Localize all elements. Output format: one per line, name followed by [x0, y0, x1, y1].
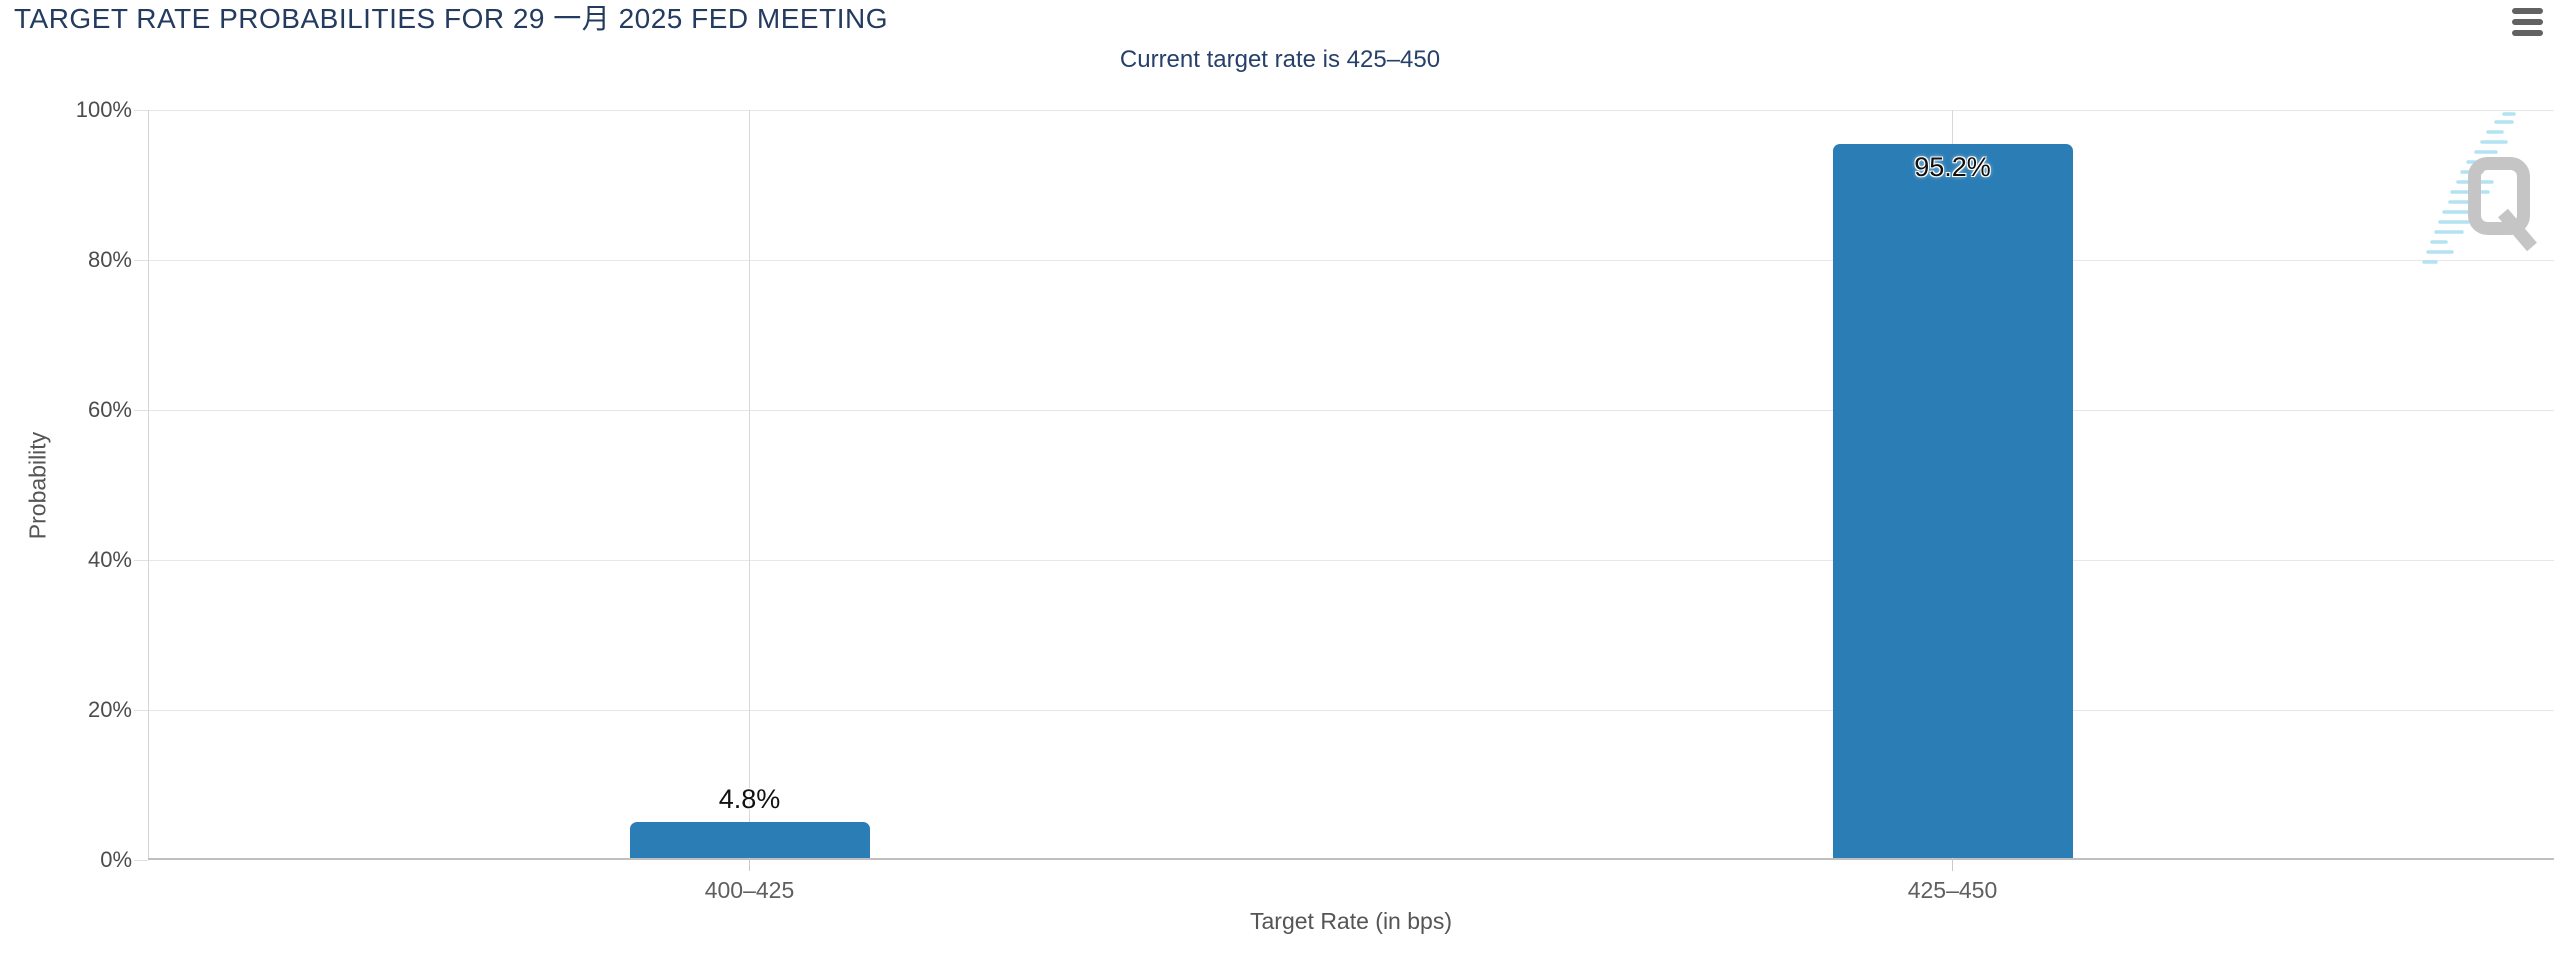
y-axis-tick: [134, 259, 148, 261]
watermark-q-letter: [2468, 157, 2537, 252]
x-axis-tick: [749, 860, 750, 871]
bar-value-label: 95.2%: [1914, 152, 1991, 182]
chart-title: TARGET RATE PROBABILITIES FOR 29 一月 2025…: [14, 3, 888, 34]
hamburger-bar: [2512, 30, 2543, 36]
y-gridline: [148, 709, 2554, 711]
x-axis-line: [148, 858, 2554, 860]
x-axis-tick: [1952, 860, 1953, 871]
y-axis-tick-label: 20%: [87, 697, 132, 722]
x-axis-title: Target Rate (in bps): [1250, 908, 1452, 934]
chart-subtitle: Current target rate is 425–450: [1119, 46, 1441, 73]
y-gridline: [148, 259, 2554, 261]
y-gridline: [148, 109, 2554, 111]
x-axis-category-label: 425–450: [1907, 877, 1998, 903]
y-gridline: [148, 409, 2554, 411]
y-axis-tick: [134, 859, 148, 861]
y-axis-tick: [134, 559, 148, 561]
y-axis-tick: [134, 409, 148, 411]
y-axis-line: [148, 110, 149, 860]
y-axis-title: Probability: [24, 431, 51, 540]
y-axis-tick: [134, 709, 148, 711]
y-axis-tick: [134, 109, 148, 111]
probability-bar-400-425[interactable]: [629, 822, 870, 858]
bar-value-label: 4.8%: [718, 784, 781, 814]
hamburger-bar: [2512, 8, 2543, 14]
y-axis-tick-label: 100%: [75, 97, 132, 122]
hamburger-bar: [2512, 19, 2543, 25]
y-axis-tick-label: 40%: [87, 547, 132, 572]
x-gridline: [749, 110, 750, 859]
x-axis-category-label: 400–425: [704, 877, 795, 903]
y-gridline: [148, 559, 2554, 561]
y-axis-tick-label: 80%: [87, 247, 132, 272]
y-axis-tick-label: 0%: [100, 847, 132, 872]
probability-bar-425-450[interactable]: [1832, 144, 2073, 858]
quikstrike-watermark-logo: [2422, 112, 2537, 264]
hamburger-menu-icon[interactable]: [2512, 8, 2543, 36]
y-axis-tick-label: 60%: [87, 397, 132, 422]
